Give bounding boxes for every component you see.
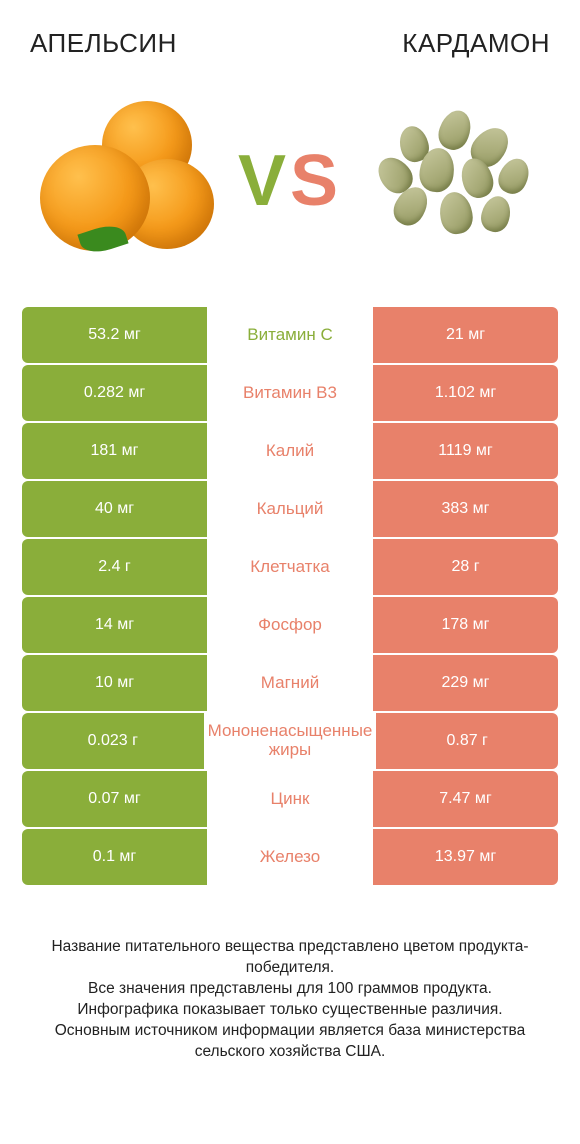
right-product-image: [370, 96, 540, 266]
nutrient-label: Калий: [207, 423, 373, 479]
footer-note: Название питательного вещества представл…: [22, 937, 558, 1063]
left-value-cell: 181 мг: [22, 423, 207, 479]
table-row: 10 мгМагний229 мг: [22, 655, 558, 711]
right-value-cell: 1.102 мг: [373, 365, 558, 421]
table-row: 2.4 гКлетчатка28 г: [22, 539, 558, 595]
right-value-cell: 21 мг: [373, 307, 558, 363]
orange-icon: [40, 101, 210, 261]
left-value-cell: 53.2 мг: [22, 307, 207, 363]
nutrient-label: Витамин B3: [207, 365, 373, 421]
cardamom-icon: [370, 106, 540, 256]
right-value-cell: 28 г: [373, 539, 558, 595]
left-value-cell: 0.023 г: [22, 713, 204, 769]
nutrient-label: Мононенасыщенные жиры: [204, 713, 377, 769]
title-row: АПЕЛЬСИН КАРДАМОН: [22, 28, 558, 81]
nutrient-label: Железо: [207, 829, 373, 885]
left-product-image: [40, 96, 210, 266]
footer-line: Название питательного вещества представл…: [30, 937, 550, 979]
hero-row: VS: [22, 81, 558, 281]
table-row: 0.1 мгЖелезо13.97 мг: [22, 829, 558, 885]
nutrient-label: Цинк: [207, 771, 373, 827]
left-value-cell: 14 мг: [22, 597, 207, 653]
footer-line: Основным источником информации является …: [30, 1021, 550, 1063]
nutrient-label: Кальций: [207, 481, 373, 537]
table-row: 181 мгКалий1119 мг: [22, 423, 558, 479]
table-row: 53.2 мгВитамин C21 мг: [22, 307, 558, 363]
right-value-cell: 0.87 г: [376, 713, 558, 769]
right-value-cell: 229 мг: [373, 655, 558, 711]
right-value-cell: 383 мг: [373, 481, 558, 537]
right-value-cell: 7.47 мг: [373, 771, 558, 827]
table-row: 0.07 мгЦинк7.47 мг: [22, 771, 558, 827]
nutrient-table: 53.2 мгВитамин C21 мг0.282 мгВитамин B31…: [22, 307, 558, 885]
right-product-title: КАРДАМОН: [402, 28, 550, 59]
nutrient-label: Витамин C: [207, 307, 373, 363]
left-product-title: АПЕЛЬСИН: [30, 28, 177, 59]
vs-letter-v: V: [238, 140, 290, 222]
left-value-cell: 0.1 мг: [22, 829, 207, 885]
right-value-cell: 178 мг: [373, 597, 558, 653]
left-value-cell: 0.282 мг: [22, 365, 207, 421]
table-row: 0.282 мгВитамин B31.102 мг: [22, 365, 558, 421]
nutrient-label: Магний: [207, 655, 373, 711]
left-value-cell: 0.07 мг: [22, 771, 207, 827]
left-value-cell: 40 мг: [22, 481, 207, 537]
table-row: 40 мгКальций383 мг: [22, 481, 558, 537]
left-value-cell: 10 мг: [22, 655, 207, 711]
footer-line: Все значения представлены для 100 граммо…: [30, 979, 550, 1000]
table-row: 14 мгФосфор178 мг: [22, 597, 558, 653]
infographic-page: АПЕЛЬСИН КАРДАМОН VS 53.2 мгВитамин C21: [0, 0, 580, 1144]
right-value-cell: 1119 мг: [373, 423, 558, 479]
vs-letter-s: S: [290, 140, 342, 222]
left-value-cell: 2.4 г: [22, 539, 207, 595]
right-value-cell: 13.97 мг: [373, 829, 558, 885]
vs-label: VS: [238, 140, 342, 222]
nutrient-label: Клетчатка: [207, 539, 373, 595]
nutrient-label: Фосфор: [207, 597, 373, 653]
table-row: 0.023 гМононенасыщенные жиры0.87 г: [22, 713, 558, 769]
footer-line: Инфографика показывает только существенн…: [30, 1000, 550, 1021]
